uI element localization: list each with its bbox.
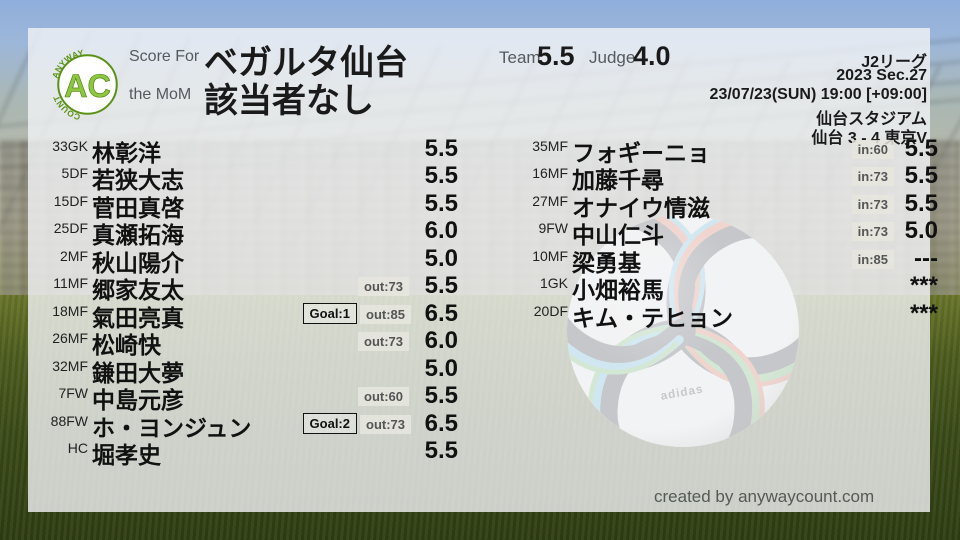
svg-text:AC: AC [64,68,111,104]
